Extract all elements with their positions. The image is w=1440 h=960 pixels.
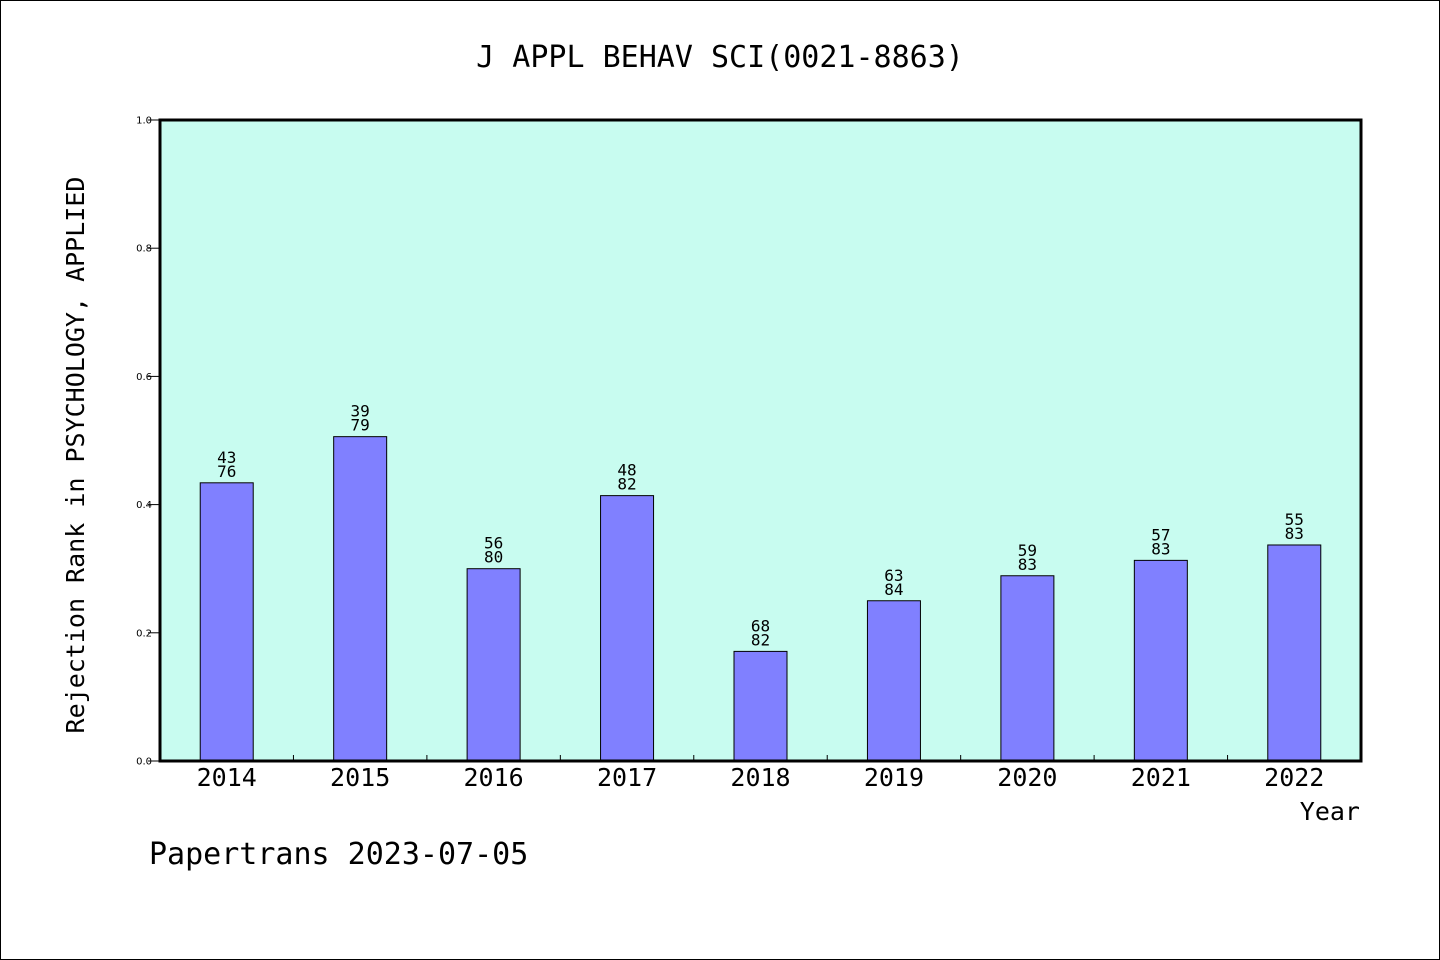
x-tick-label-2021: 2021 — [1131, 763, 1191, 792]
footer-text: Papertrans 2023-07-05 — [149, 837, 528, 872]
y-axis-label: Rejection Rank in PSYCHOLOGY, APPLIED — [61, 177, 90, 734]
plot-border — [158, 118, 1363, 763]
x-tick-label-2014: 2014 — [197, 763, 257, 792]
x-tick-label-2018: 2018 — [730, 763, 790, 792]
bar-label-top-2018: 68 — [751, 616, 770, 635]
bar-label-bottom-2015: 79 — [351, 416, 370, 435]
y-tick-label-1: 0.2 — [136, 628, 152, 639]
bar-2018 — [733, 650, 788, 762]
chart-title: J APPL BEHAV SCI(0021-8863) — [476, 40, 964, 75]
bar-label-bottom-2018: 82 — [751, 630, 770, 649]
y-axis: 0.0 0.2 0.4 0.6 0.8 1.0 — [136, 116, 160, 768]
x-tick-label-2019: 2019 — [864, 763, 924, 792]
bar-2020 — [1000, 575, 1055, 762]
y-tick-label-3: 0.6 — [136, 372, 152, 383]
x-tick-label-2020: 2020 — [997, 763, 1057, 792]
bar-label-top-2014: 43 — [217, 448, 236, 467]
bar-2016 — [466, 568, 521, 762]
y-tick-label-4: 0.8 — [136, 244, 152, 255]
y-tick-label-5: 1.0 — [136, 116, 152, 127]
x-axis-label: Year — [1300, 797, 1360, 826]
bar-label-bottom-2019: 84 — [884, 580, 903, 599]
bar-label-bottom-2016: 80 — [484, 548, 503, 567]
bar-2019 — [866, 600, 921, 762]
y-tick-label-0: 0.0 — [136, 757, 152, 768]
bar-label-bottom-2020: 83 — [1018, 555, 1037, 574]
bar-label-bottom-2021: 83 — [1151, 539, 1170, 558]
x-tick-label-2016: 2016 — [464, 763, 524, 792]
bar-label-bottom-2022: 83 — [1285, 524, 1304, 543]
x-axis: 2014 2015 2016 2017 2018 2019 2020 2021 2022 — [197, 755, 1324, 792]
bars-group — [199, 436, 1322, 762]
bar-label-top-2022: 55 — [1285, 510, 1304, 529]
x-tick-label-2017: 2017 — [597, 763, 657, 792]
bar-2015 — [333, 436, 388, 762]
bar-label-top-2016: 56 — [484, 534, 503, 553]
bar-label-top-2021: 57 — [1151, 525, 1170, 544]
x-tick-label-2022: 2022 — [1264, 763, 1324, 792]
x-tick-label-2015: 2015 — [330, 763, 390, 792]
bar-2022 — [1267, 544, 1322, 762]
bar-label-top-2019: 63 — [884, 566, 903, 585]
bar-label-bottom-2017: 82 — [617, 475, 636, 494]
bar-label-top-2015: 39 — [351, 402, 370, 421]
bar-label-top-2017: 48 — [617, 461, 636, 480]
bar-2021 — [1133, 559, 1188, 762]
bar-2017 — [600, 495, 655, 762]
bar-label-top-2020: 59 — [1018, 541, 1037, 560]
bar-label-bottom-2014: 76 — [217, 462, 236, 481]
bar-2014 — [199, 482, 254, 762]
y-tick-label-2: 0.4 — [136, 500, 152, 511]
